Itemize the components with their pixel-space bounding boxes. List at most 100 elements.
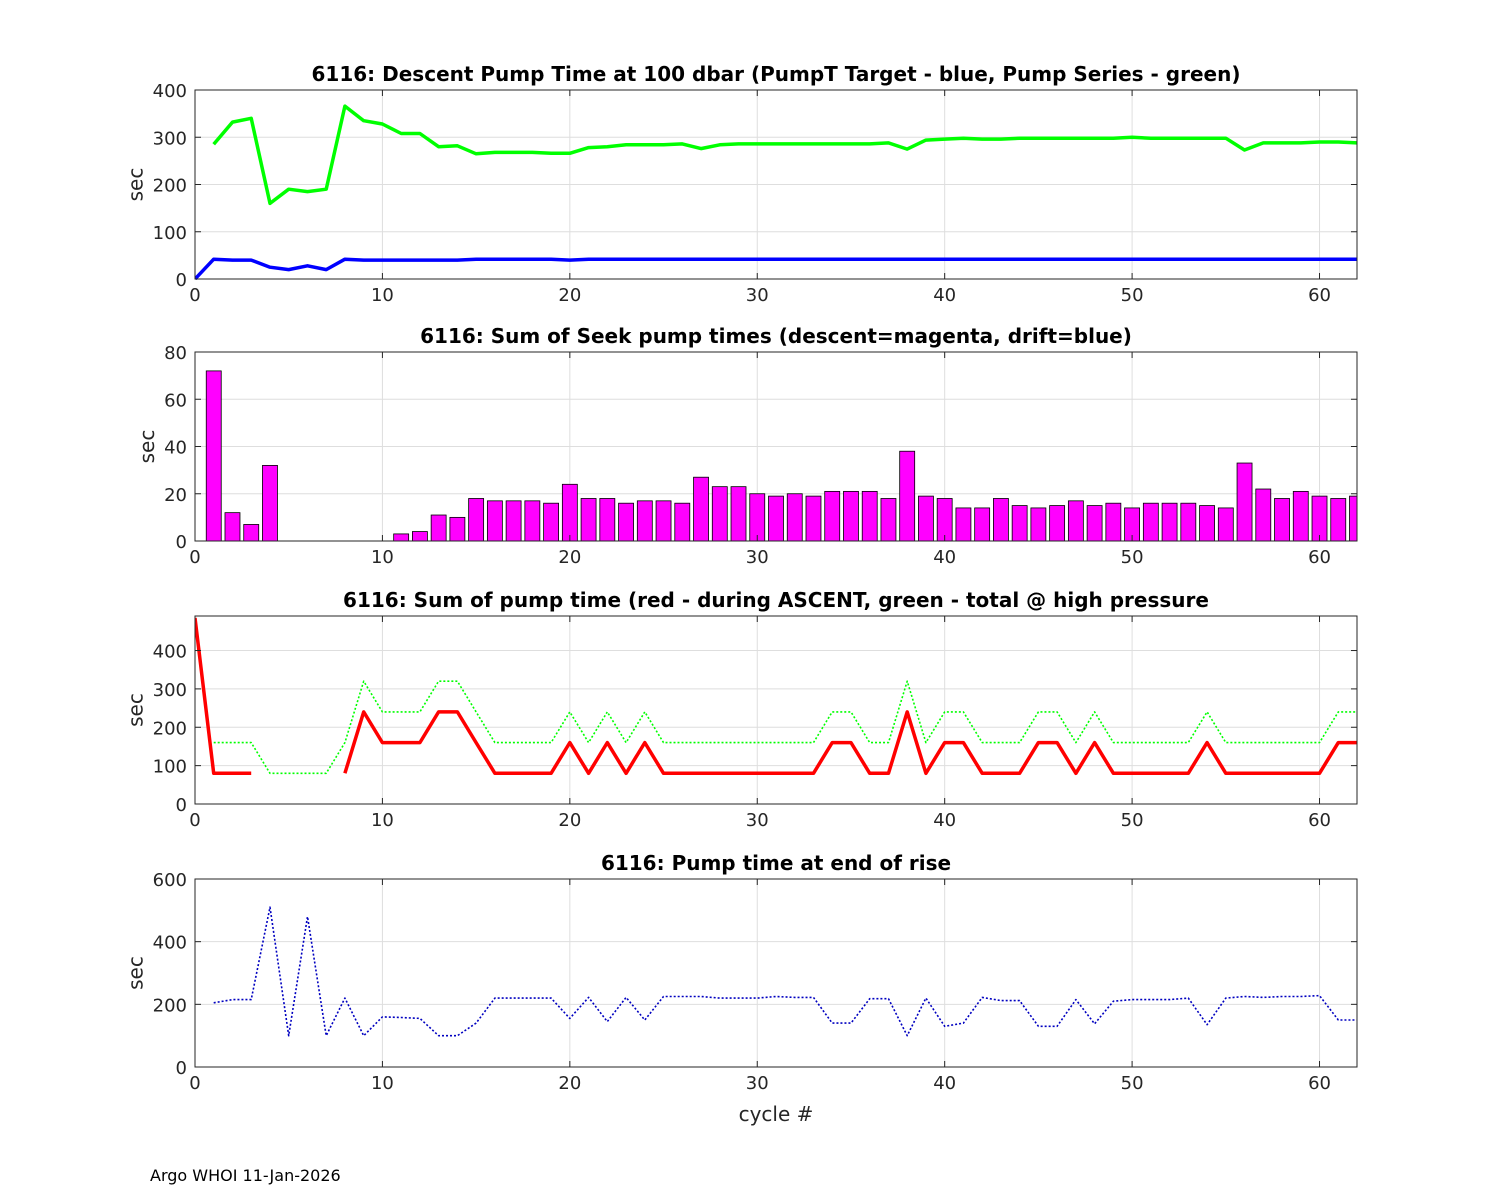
bar-cycle-23 [618, 502, 634, 542]
y-tick-label: 100 [153, 223, 187, 244]
bar-cycle-58 [1274, 498, 1290, 542]
y-tick-label: 0 [176, 532, 187, 553]
y-tick-label: 20 [164, 485, 187, 506]
bar-cycle-38 [899, 450, 916, 542]
x-tick-label: 60 [1308, 285, 1331, 306]
bar-cycle-52 [1161, 502, 1178, 542]
bar-cycle-35 [843, 490, 859, 542]
y-tick-label: 600 [153, 870, 187, 891]
subplot-title: 6116: Sum of Seek pump times (descent=ma… [420, 324, 1132, 348]
x-tick-label: 30 [746, 1073, 769, 1094]
y-tick-label: 200 [153, 176, 187, 197]
bar-cycle-33 [805, 495, 822, 542]
y-tick-label: 400 [153, 642, 187, 663]
bar-cycle-16 [486, 500, 503, 542]
x-tick-label: 20 [558, 1073, 581, 1094]
y-tick-label: 400 [153, 933, 187, 954]
bar-cycle-12 [412, 531, 428, 542]
series-line-pumpt-target [195, 257, 1357, 280]
bar-cycle-13 [430, 514, 447, 542]
data-layer [195, 104, 1357, 280]
x-tick-label: 30 [746, 810, 769, 831]
x-tick-label: 10 [371, 285, 394, 306]
y-tick-label: 200 [153, 718, 187, 739]
x-tick-label: 50 [1121, 547, 1144, 568]
bar-cycle-3 [243, 524, 260, 542]
series-line-during-ascent [195, 617, 1357, 776]
series-line-pump-series [212, 104, 1357, 206]
bar-cycle-29 [730, 486, 747, 542]
x-tick-label: 0 [189, 547, 200, 568]
bar-cycle-41 [955, 507, 972, 542]
bar-cycle-28 [711, 486, 728, 542]
bar-cycle-34 [824, 490, 841, 542]
y-tick-label: 0 [176, 270, 187, 291]
bar-cycle-45 [1030, 507, 1047, 542]
y-tick-label: 200 [153, 995, 187, 1016]
y-tick-label: 300 [153, 680, 187, 701]
x-tick-label: 0 [189, 810, 200, 831]
bar-cycle-60 [1311, 495, 1328, 542]
x-tick-label: 10 [371, 1073, 394, 1094]
bar-cycle-44 [1011, 505, 1028, 542]
data-layer [205, 370, 1357, 542]
bar-cycle-1 [205, 370, 222, 542]
bar-cycle-22 [599, 498, 616, 542]
bar-cycle-32 [786, 493, 803, 542]
data-layer [195, 617, 1357, 776]
bar-cycle-18 [524, 500, 541, 542]
bar-cycle-53 [1180, 502, 1197, 542]
y-axis-label: sec [124, 693, 148, 727]
y-tick-label: 0 [176, 1058, 187, 1079]
bar-cycle-20 [561, 483, 578, 542]
bar-cycle-31 [768, 495, 784, 542]
subplot-title: 6116: Descent Pump Time at 100 dbar (Pum… [312, 62, 1241, 86]
bar-cycle-47 [1067, 500, 1084, 542]
y-tick-label: 300 [153, 128, 187, 149]
x-axis-label: cycle # [739, 1102, 814, 1126]
bar-cycle-27 [693, 476, 709, 542]
x-tick-label: 30 [746, 285, 769, 306]
subplot-3: 0 10 20 30 40 50 60 0 100 200 300 400 6116: Sum of p… [124, 588, 1358, 831]
subplot-1: 0 10 20 30 40 50 60 0 100 200 300 400 6116: Descent … [124, 62, 1358, 306]
subplot-2: 0 10 20 30 40 50 60 0 20 40 60 80 6116: Sum of Seek … [135, 324, 1358, 568]
subplot-title: 6116: Pump time at end of rise [601, 851, 951, 875]
x-tick-label: 60 [1308, 1073, 1331, 1094]
bar-cycle-40 [936, 498, 953, 542]
bar-cycle-25 [655, 500, 672, 542]
y-tick-label: 40 [164, 438, 187, 459]
x-tick-label: 20 [558, 285, 581, 306]
bar-cycle-59 [1292, 490, 1309, 542]
y-axis-label: sec [135, 430, 159, 464]
series-line-total-high-pressure [213, 680, 1357, 775]
bar-cycle-24 [636, 500, 653, 542]
x-tick-label: 40 [933, 1073, 956, 1094]
x-tick-label: 10 [371, 810, 394, 831]
bar-cycle-15 [468, 498, 485, 542]
plot-area [195, 616, 1357, 804]
x-tick-label: 10 [371, 547, 394, 568]
bar-cycle-14 [449, 516, 466, 542]
axes-box [194, 615, 1358, 805]
bar-cycle-11 [393, 533, 410, 542]
bar-cycle-49 [1105, 502, 1122, 542]
y-tick-label: 60 [164, 390, 187, 411]
y-tick-label: 100 [153, 757, 187, 778]
bar-cycle-26 [674, 502, 691, 542]
x-tick-label: 60 [1308, 547, 1331, 568]
y-tick-label: 0 [176, 795, 187, 816]
x-tick-label: 40 [933, 285, 956, 306]
y-tick-label: 80 [164, 343, 187, 364]
bar-cycle-61 [1330, 498, 1347, 542]
x-tick-label: 0 [189, 285, 200, 306]
bar-cycle-56 [1236, 462, 1253, 542]
bar-cycle-54 [1199, 505, 1215, 542]
bar-cycle-19 [543, 502, 559, 542]
x-tick-label: 0 [189, 1073, 200, 1094]
bar-cycle-43 [993, 498, 1009, 542]
bar-cycle-36 [861, 490, 878, 542]
bar-cycle-42 [974, 507, 991, 542]
bar-cycle-55 [1217, 507, 1234, 542]
y-axis-label: sec [124, 956, 148, 990]
